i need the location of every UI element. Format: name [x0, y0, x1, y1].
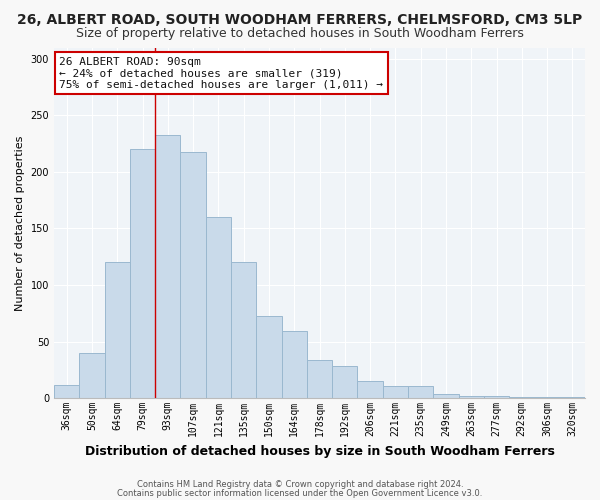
- Bar: [155, 134, 181, 398]
- X-axis label: Distribution of detached houses by size in South Woodham Ferrers: Distribution of detached houses by size …: [85, 444, 554, 458]
- Bar: [509, 397, 535, 398]
- Bar: [79, 353, 104, 398]
- Bar: [307, 360, 332, 398]
- Bar: [332, 366, 358, 398]
- Bar: [535, 397, 560, 398]
- Bar: [484, 396, 509, 398]
- Bar: [104, 262, 130, 398]
- Text: 26 ALBERT ROAD: 90sqm
← 24% of detached houses are smaller (319)
75% of semi-det: 26 ALBERT ROAD: 90sqm ← 24% of detached …: [59, 56, 383, 90]
- Bar: [383, 386, 408, 398]
- Bar: [130, 150, 155, 398]
- Text: 26, ALBERT ROAD, SOUTH WOODHAM FERRERS, CHELMSFORD, CM3 5LP: 26, ALBERT ROAD, SOUTH WOODHAM FERRERS, …: [17, 12, 583, 26]
- Bar: [358, 381, 383, 398]
- Bar: [408, 386, 433, 398]
- Text: Size of property relative to detached houses in South Woodham Ferrers: Size of property relative to detached ho…: [76, 28, 524, 40]
- Bar: [206, 217, 231, 398]
- Bar: [281, 332, 307, 398]
- Text: Contains HM Land Registry data © Crown copyright and database right 2024.: Contains HM Land Registry data © Crown c…: [137, 480, 463, 489]
- Bar: [181, 152, 206, 398]
- Bar: [560, 397, 585, 398]
- Bar: [54, 384, 79, 398]
- Y-axis label: Number of detached properties: Number of detached properties: [15, 135, 25, 310]
- Bar: [231, 262, 256, 398]
- Bar: [256, 316, 281, 398]
- Bar: [433, 394, 458, 398]
- Text: Contains public sector information licensed under the Open Government Licence v3: Contains public sector information licen…: [118, 488, 482, 498]
- Bar: [458, 396, 484, 398]
